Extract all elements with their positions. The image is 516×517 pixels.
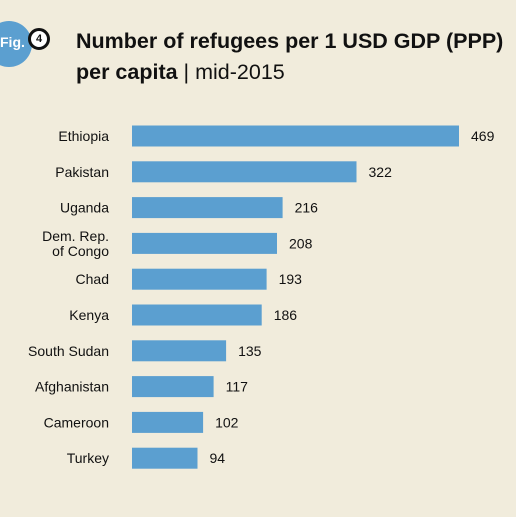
bar-cameroon <box>132 411 204 433</box>
value-label-turkey: 94 <box>210 450 226 466</box>
bar-ethiopia <box>132 125 459 147</box>
figure-number: 4 <box>28 28 50 50</box>
value-label-kenya: 186 <box>274 307 298 323</box>
category-label-dem-rep-of-congo: Dem. Rep. of Congo <box>42 228 109 259</box>
value-label-pakistan: 322 <box>369 164 393 180</box>
bar-chad <box>132 268 267 290</box>
bar-kenya <box>132 304 262 326</box>
value-label-uganda: 216 <box>295 200 319 216</box>
bar-afghanistan <box>132 376 214 398</box>
bar-uganda <box>132 197 283 219</box>
category-label-ethiopia: Ethiopia <box>58 128 109 144</box>
category-label-chad: Chad <box>76 271 109 287</box>
bar-pakistan <box>132 161 357 183</box>
category-label-cameroon: Cameroon <box>44 414 109 430</box>
chart-title-main: Number of refugees per 1 USD GDP (PPP) p… <box>76 29 504 84</box>
bar-turkey <box>132 447 198 469</box>
figure-label: Fig. <box>0 34 25 50</box>
chart-title-separator: | <box>177 60 196 84</box>
bar-dem-rep-of-congo <box>132 232 277 254</box>
category-label-afghanistan: Afghanistan <box>35 379 109 395</box>
chart-title-date: mid-2015 <box>195 60 285 84</box>
value-label-chad: 193 <box>279 271 303 287</box>
value-label-south-sudan: 135 <box>238 343 262 359</box>
chart-title: Number of refugees per 1 USD GDP (PPP) p… <box>76 26 514 88</box>
bar-south-sudan <box>132 340 227 362</box>
category-label-pakistan: Pakistan <box>55 164 109 180</box>
category-label-turkey: Turkey <box>67 450 109 466</box>
value-label-dem-rep-of-congo: 208 <box>289 235 313 251</box>
value-label-cameroon: 102 <box>215 414 239 430</box>
category-label-kenya: Kenya <box>69 307 109 323</box>
value-label-ethiopia: 469 <box>471 128 495 144</box>
category-label-south-sudan: South Sudan <box>28 343 109 359</box>
value-label-afghanistan: 117 <box>226 379 249 395</box>
category-label-uganda: Uganda <box>60 200 109 216</box>
